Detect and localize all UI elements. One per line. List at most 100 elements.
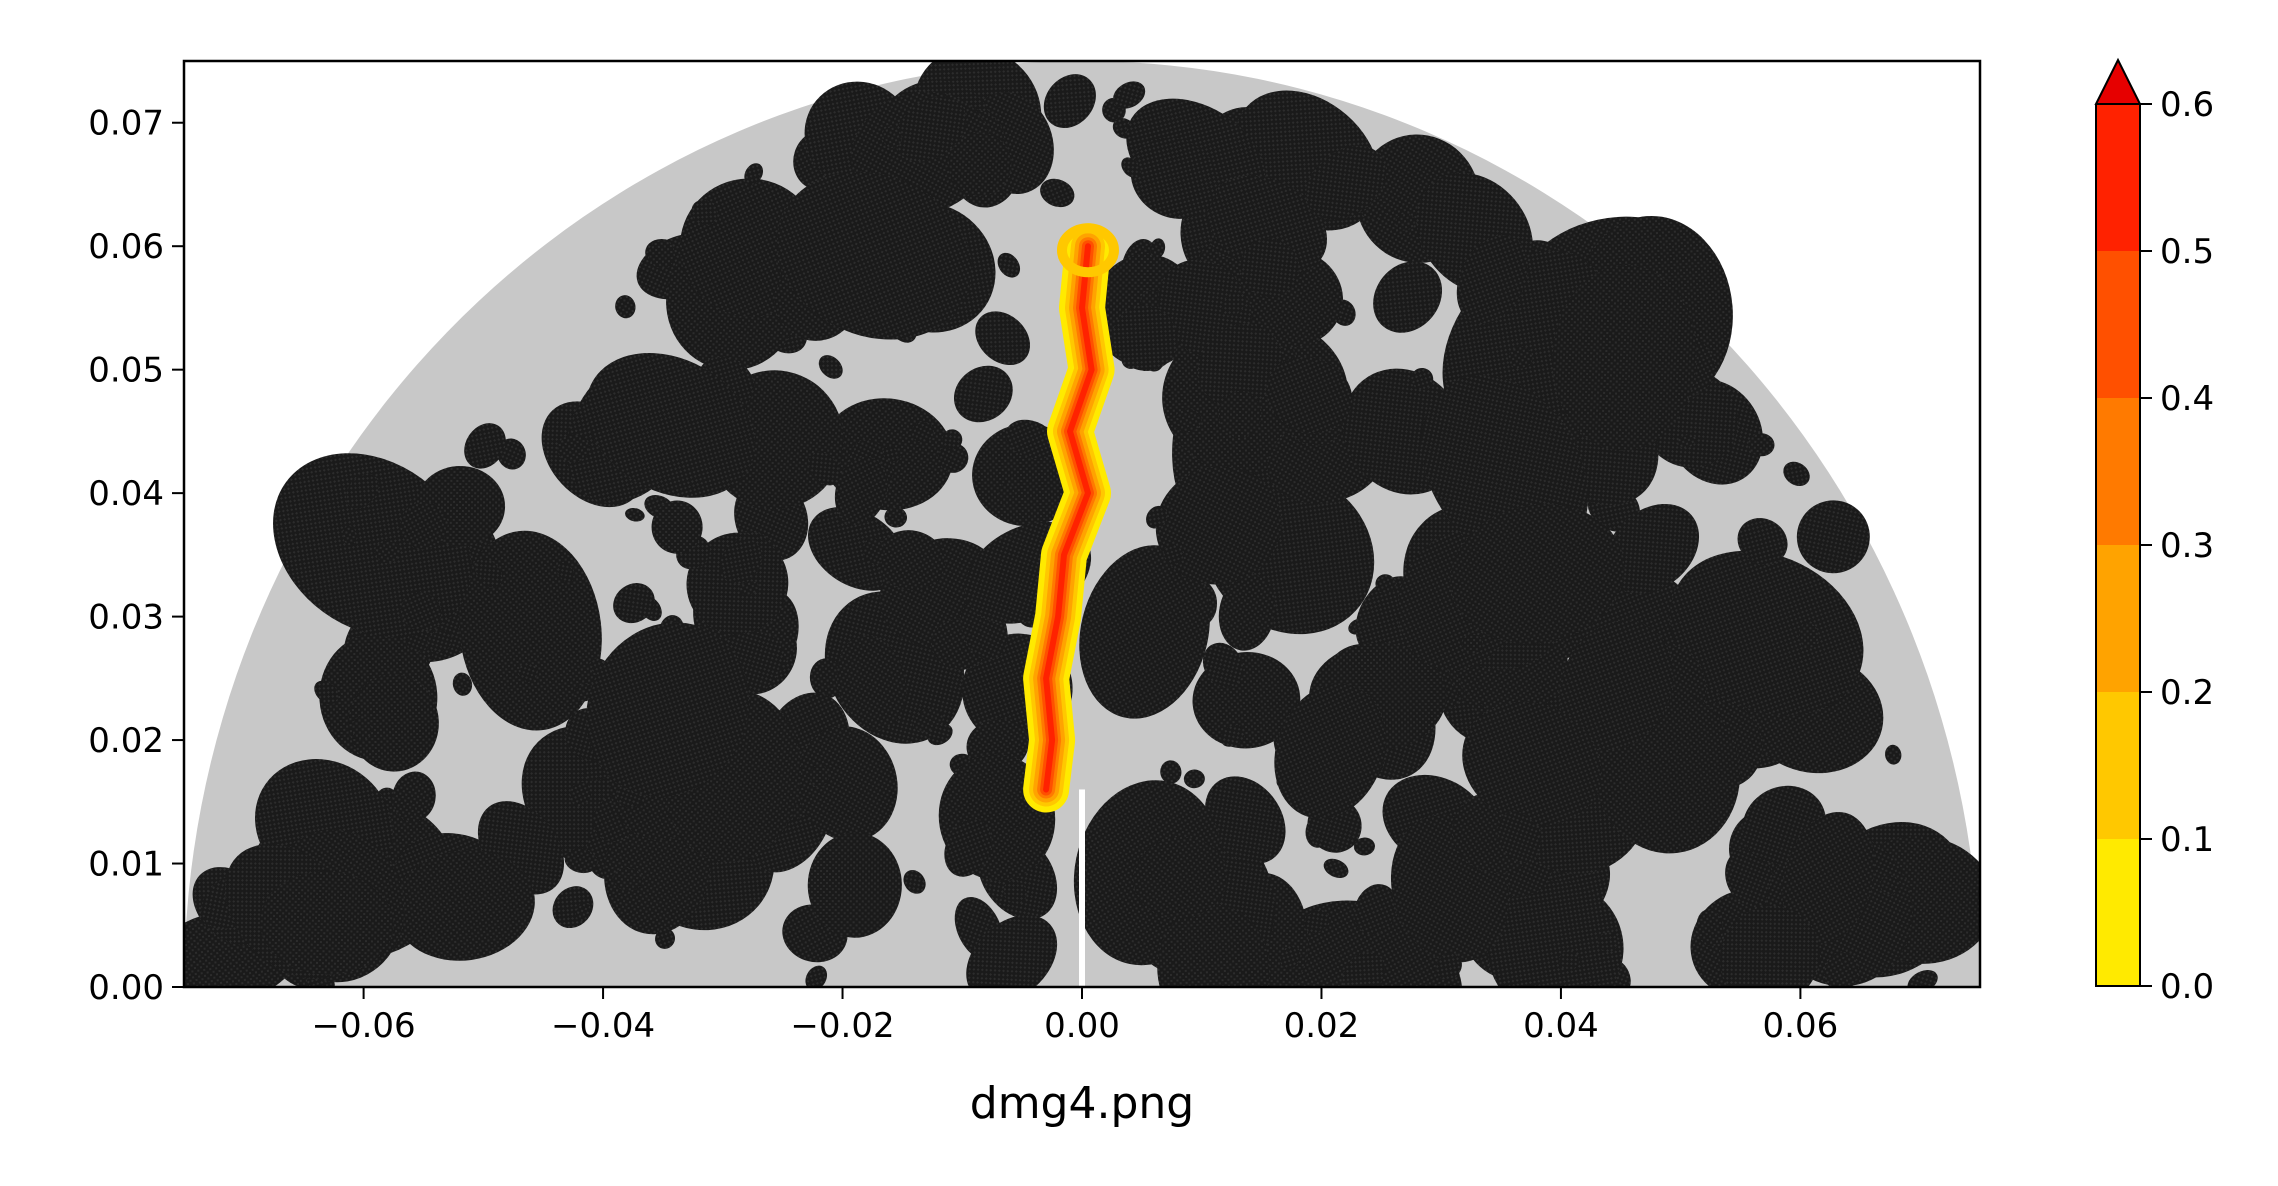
aggregate-particle: [1003, 880, 1027, 904]
aggregate-particle: [1748, 433, 1775, 457]
aggregate-particle: [1450, 504, 1625, 644]
aggregate-particle: [518, 662, 538, 682]
aggregate-particle: [953, 365, 1013, 423]
x-axis: −0.06 −0.04 −0.02 0.00 0.02 0.04 0.06: [311, 987, 1838, 1046]
aggregate-particle: [1725, 849, 1774, 907]
aggregate-particle: [1183, 769, 1205, 789]
aggregate-particle: [1880, 875, 1900, 895]
aggregate-particle: [1737, 518, 1788, 565]
aggregate-particle: [1163, 545, 1184, 564]
aggregate-particle: [1411, 367, 1434, 390]
colorbar-tick-label: 0.5: [2160, 232, 2214, 272]
aggregate-particle: [1487, 880, 1624, 987]
aggregate-particle: [1222, 292, 1246, 316]
colorbar-tick-label: 0.2: [2160, 673, 2214, 713]
aggregate-particle: [613, 583, 655, 624]
aggregate-particle: [997, 252, 1021, 278]
aggregate-particle: [585, 352, 756, 498]
aggregate-particle: [1202, 642, 1244, 688]
aggregate-particle: [1782, 811, 1875, 945]
colorbar-tick-label: 0.6: [2160, 85, 2214, 125]
aggregate-particle: [586, 622, 750, 797]
aggregate-particle: [1266, 356, 1353, 434]
aggregate-particle: [557, 434, 590, 463]
aggregate-particle: [739, 581, 759, 595]
aggregate-particle: [400, 592, 442, 631]
aggregate-particle: [1079, 545, 1210, 719]
colorbar-level: [2096, 545, 2140, 692]
colorbar-tick-label: 0.4: [2160, 379, 2214, 419]
aggregate-particle: [1160, 760, 1182, 784]
y-tick-label: 0.03: [88, 598, 164, 638]
aggregate-particle: [1719, 906, 1821, 987]
aggregate-particle: [809, 765, 829, 788]
x-tick-label: −0.06: [311, 1006, 415, 1046]
aggregate-particle: [903, 869, 926, 894]
aggregate-particles: [184, 61, 1980, 987]
aggregate-particle: [882, 126, 902, 149]
aggregate-particle: [691, 200, 718, 226]
aggregate-particle: [1497, 811, 1541, 863]
aggregate-particle: [1218, 390, 1262, 438]
aggregate-particle: [686, 532, 789, 635]
aggregate-particle: [818, 355, 843, 379]
colorbar-level: [2096, 839, 2140, 986]
x-tick-label: 0.04: [1523, 1006, 1599, 1046]
aggregate-particle: [1157, 904, 1270, 987]
x-tick-label: −0.04: [551, 1006, 655, 1046]
x-tick-label: 0.02: [1284, 1006, 1360, 1046]
aggregate-particle: [944, 818, 992, 877]
aggregate-particle: [625, 507, 645, 522]
y-tick-label: 0.04: [88, 474, 164, 514]
aggregate-particle: [1005, 805, 1022, 828]
aggregate-particle: [375, 540, 400, 564]
aggregate-particle: [615, 295, 636, 319]
y-tick-label: 0.02: [88, 721, 164, 761]
aggregate-particle: [1112, 305, 1178, 372]
x-tick-label: 0.00: [1044, 1006, 1120, 1046]
aggregate-particle: [1508, 346, 1533, 369]
colorbar-tick-label: 0.0: [2160, 967, 2214, 1007]
aggregate-particle: [393, 850, 535, 961]
aggregate-particle: [1375, 574, 1396, 594]
aggregate-particle: [1559, 950, 1579, 971]
aggregate-particle: [1395, 213, 1415, 231]
colorbar-tick-label: 0.3: [2160, 526, 2214, 566]
damage-crack-tip: [1056, 223, 1119, 278]
aggregate-particle: [1456, 235, 1528, 325]
y-tick-label: 0.01: [88, 845, 164, 885]
aggregate-particle: [948, 132, 1012, 196]
aggregate-particle: [1783, 461, 1810, 486]
colorbar-level: [2096, 692, 2140, 839]
aggregate-particle: [406, 630, 435, 652]
aggregate-particle: [776, 171, 973, 340]
aggregate-particle: [1824, 952, 1859, 987]
aggregate-particle: [1323, 858, 1349, 878]
aggregate-particle: [1799, 622, 1819, 649]
aggregate-particle: [1005, 419, 1057, 460]
aggregate-particle: [1174, 408, 1202, 433]
aggregate-particle: [998, 482, 1015, 506]
y-tick-label: 0.06: [88, 227, 164, 267]
aggregate-particle: [942, 429, 963, 450]
aggregate-particle: [966, 915, 1058, 987]
aggregate-particle: [1204, 776, 1286, 864]
aggregate-particle: [1669, 550, 1864, 716]
aggregate-particle: [1677, 434, 1696, 449]
aggregate-particle: [1796, 500, 1870, 574]
aggregate-particle: [259, 871, 394, 975]
colorbar-tick-label: 0.1: [2160, 820, 2214, 860]
aggregate-particle: [1304, 909, 1330, 934]
aggregate-particle: [314, 680, 339, 705]
aggregate-particle: [884, 506, 908, 528]
aggregate-particle: [452, 672, 473, 696]
colorbar-level: [2096, 251, 2140, 398]
aggregate-particle: [1559, 620, 1674, 751]
aggregate-particle: [1462, 633, 1483, 654]
aggregate-particle: [569, 781, 592, 807]
plot-area: [184, 61, 1980, 987]
x-tick-label: 0.06: [1763, 1006, 1839, 1046]
aggregate-particle: [464, 423, 506, 469]
colorbar: 0.0 0.1 0.2 0.3 0.4 0.5 0.6: [2094, 57, 2214, 1007]
aggregate-particle: [805, 965, 828, 987]
